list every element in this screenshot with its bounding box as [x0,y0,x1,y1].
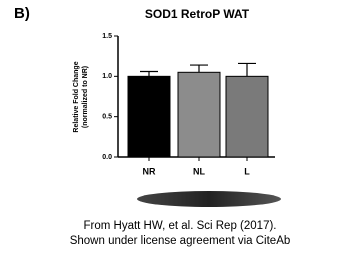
panel-label: B) [14,5,30,22]
y-tick-label: 1.5 [102,33,112,40]
chart-title: SOD1 RetroP WAT [145,7,250,21]
caption: From Hyatt HW, et al. Sci Rep (2017). [83,220,276,232]
y-axis-label: Relative Fold Change [73,61,80,132]
bar [225,75,269,158]
caption: Shown under license agreement via CiteAb [70,235,291,247]
y-tick-label: 0.5 [102,114,112,121]
bar [177,71,221,158]
x-tick-label: L [244,166,250,176]
bar [127,75,171,158]
western-blot-band [137,191,281,207]
y-tick-label: 0.0 [102,154,112,161]
y-tick-label: 1.0 [102,73,112,80]
x-tick-label: NR [143,166,156,176]
y-axis-label: (normalized to NR) [82,66,89,128]
x-tick-label: NL [193,166,205,176]
